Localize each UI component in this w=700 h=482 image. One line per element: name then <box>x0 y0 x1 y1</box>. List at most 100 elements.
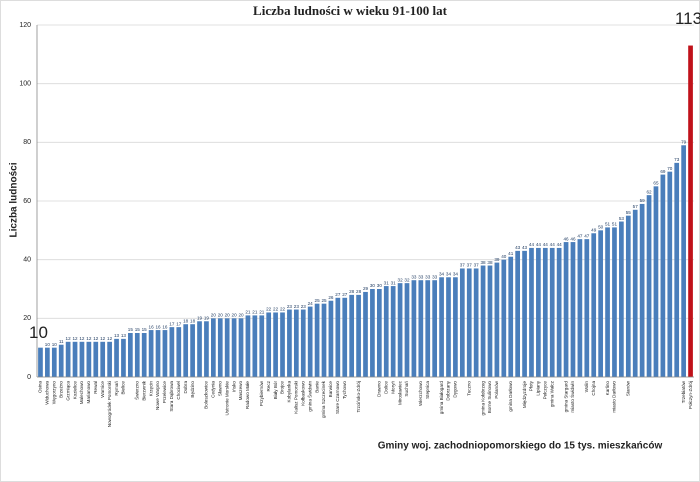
value-label: 40 <box>501 254 507 259</box>
bar <box>480 265 486 377</box>
bar <box>107 341 112 377</box>
x-tick-label: gmina Szczecinek <box>321 380 326 418</box>
x-tick-label: Widuchowa <box>45 381 50 405</box>
value-label: 62 <box>646 189 652 194</box>
value-label: 43 <box>515 245 521 250</box>
bar <box>487 265 493 377</box>
x-tick-label: Stepnica <box>425 381 430 399</box>
x-tick-label: Rymań <box>114 381 119 396</box>
value-label: 39 <box>494 257 500 262</box>
x-tick-label: Chociwel <box>176 381 181 400</box>
x-tick-label: Płoty <box>529 380 534 391</box>
value-label: 34 <box>453 271 459 276</box>
bar <box>314 303 320 377</box>
x-tick-label: Trzebiatów <box>681 380 686 403</box>
x-tick-label: Ustronie Morskie <box>224 381 229 416</box>
value-label: 37 <box>474 263 480 268</box>
bar <box>653 186 659 377</box>
value-label: 34 <box>439 271 445 276</box>
bar <box>266 312 272 377</box>
y-tick-label: 100 <box>19 81 31 88</box>
x-tick-label: Stare Czarnowo <box>335 381 340 414</box>
bar <box>79 341 85 377</box>
value-label: 27 <box>342 292 348 297</box>
value-label: 10 <box>45 342 51 347</box>
value-label: 73 <box>674 157 680 162</box>
value-label: 21 <box>259 310 265 315</box>
x-tick-label: Trzcińsko-Zdrój <box>356 381 361 412</box>
value-label: 51 <box>612 222 618 227</box>
bar <box>639 203 645 377</box>
bar <box>204 321 209 377</box>
value-label: 20 <box>232 313 238 318</box>
x-tick-label: Krzęcin <box>148 381 153 397</box>
y-tick-label: 120 <box>19 22 31 29</box>
value-label: 31 <box>384 280 390 285</box>
bar <box>411 280 417 377</box>
x-tick-label: Bierzwnik <box>141 380 146 400</box>
x-tick-label: miasto Świdwin <box>568 381 575 413</box>
bar <box>619 221 624 377</box>
value-label: 16 <box>162 324 168 329</box>
value-label: 50 <box>598 225 604 230</box>
value-label: 32 <box>404 277 410 282</box>
bar <box>252 315 258 377</box>
value-label: 38 <box>487 260 493 265</box>
x-tick-label: Osina <box>38 381 43 393</box>
bar <box>522 250 527 377</box>
x-tick-label: Będzino <box>190 381 195 398</box>
y-tick-label: 20 <box>23 315 31 322</box>
bar <box>390 286 396 377</box>
x-tick-label: Rewal <box>93 381 98 394</box>
value-label: 13 <box>121 333 127 338</box>
value-label: 46 <box>570 236 576 241</box>
x-tick-label: Chojna <box>591 381 596 396</box>
value-label: 13 <box>114 333 120 338</box>
value-label: 11 <box>59 339 64 344</box>
bar <box>245 315 251 377</box>
value-label: 44 <box>536 242 542 247</box>
value-label: 32 <box>398 277 404 282</box>
bar <box>335 297 341 377</box>
bar <box>625 215 631 377</box>
bar <box>383 286 389 377</box>
value-label: 23 <box>294 304 300 309</box>
value-label: 27 <box>335 292 341 297</box>
value-label: 37 <box>460 263 466 268</box>
value-label: 17 <box>176 321 182 326</box>
bar <box>342 297 348 377</box>
value-label: 15 <box>128 327 134 332</box>
value-label: 37 <box>467 263 473 268</box>
value-label: 49 <box>591 227 597 232</box>
bar <box>446 277 451 377</box>
bar <box>224 318 230 377</box>
x-tick-label: gmina Kołobrzeg <box>480 381 485 416</box>
bar <box>300 309 306 377</box>
bar <box>660 174 666 377</box>
value-label: 44 <box>550 242 556 247</box>
value-label: 57 <box>633 204 639 209</box>
y-tick-label: 0 <box>27 374 31 381</box>
bar <box>273 312 278 377</box>
x-tick-label: Drawno <box>377 381 382 397</box>
value-label: 20 <box>218 313 224 318</box>
bar <box>121 338 126 377</box>
value-label: 33 <box>418 274 424 279</box>
value-label: 15 <box>142 327 148 332</box>
bar <box>646 195 652 377</box>
bar <box>681 145 686 377</box>
x-tick-label: gmina Świdwin <box>305 381 312 412</box>
x-tick-label: Dobra <box>183 381 188 394</box>
value-label: 53 <box>619 216 625 221</box>
bar <box>425 280 431 377</box>
value-label: 18 <box>190 318 196 323</box>
bar <box>494 262 500 377</box>
x-tick-label: Suchań <box>404 381 409 397</box>
value-label: 29 <box>363 286 369 291</box>
value-label: 15 <box>135 327 141 332</box>
bar <box>370 289 375 377</box>
bar <box>556 247 562 377</box>
bar <box>598 230 603 377</box>
